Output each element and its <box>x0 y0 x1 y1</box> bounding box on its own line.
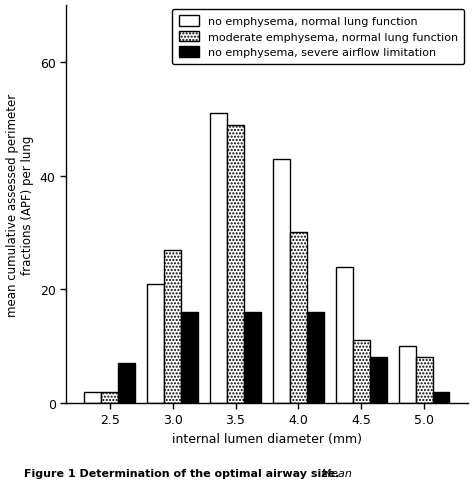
Bar <box>290 233 307 403</box>
Bar <box>307 312 324 403</box>
Bar <box>416 358 432 403</box>
Bar <box>181 312 198 403</box>
Y-axis label: mean cumulative assessed perimeter
fractions (APF) per lung: mean cumulative assessed perimeter fract… <box>6 93 34 316</box>
Bar <box>101 392 118 403</box>
Bar <box>353 341 370 403</box>
Legend: no emphysema, normal lung function, moderate emphysema, normal lung function, no: no emphysema, normal lung function, mode… <box>172 10 465 65</box>
Bar <box>370 358 387 403</box>
Bar <box>244 312 261 403</box>
Text: Mean: Mean <box>318 468 351 478</box>
X-axis label: internal lumen diameter (mm): internal lumen diameter (mm) <box>172 432 362 445</box>
Bar <box>147 284 164 403</box>
Bar <box>432 392 449 403</box>
Bar <box>336 267 353 403</box>
Bar <box>164 250 181 403</box>
Bar <box>273 159 290 403</box>
Text: Figure 1 Determination of the optimal airway size.: Figure 1 Determination of the optimal ai… <box>24 468 339 478</box>
Bar <box>118 363 135 403</box>
Bar <box>227 125 244 403</box>
Bar <box>210 114 227 403</box>
Bar <box>399 347 416 403</box>
Bar <box>84 392 101 403</box>
